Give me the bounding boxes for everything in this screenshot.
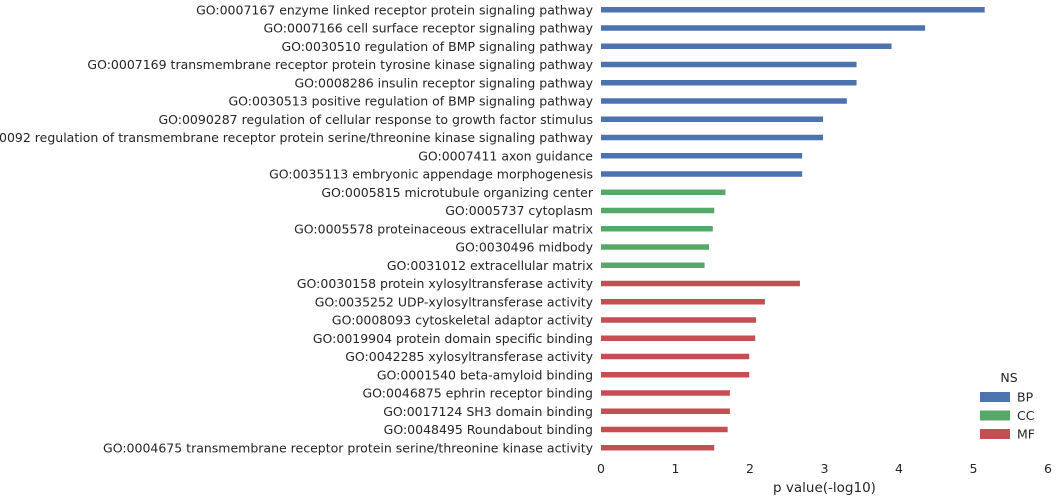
bar-8 [601, 134, 824, 141]
category-label-18: GO:0008093 cytoskeletal adaptor activity [332, 313, 594, 328]
category-label-15: GO:0031012 extracellular matrix [387, 258, 593, 273]
legend-label-cc: CC [1017, 408, 1035, 423]
bar-1 [601, 7, 985, 13]
bar-2 [601, 25, 926, 31]
category-label-13: GO:0005578 proteinaceous extracellular m… [294, 221, 593, 236]
bar-16 [601, 280, 800, 287]
category-label-4: GO:0007169 transmembrane receptor protei… [87, 57, 593, 72]
legend-swatch-mf [980, 429, 1010, 439]
bar-18 [601, 317, 756, 323]
bar-24 [601, 426, 728, 433]
x-tick-label-6: 6 [1044, 461, 1052, 476]
x-axis-label: p value(-log10) [773, 480, 876, 496]
category-label-7: GO:0090287 regulation of cellular respon… [158, 112, 593, 127]
bar-3 [601, 43, 892, 49]
category-label-21: GO:0001540 beta-amyloid binding [377, 367, 593, 382]
category-label-2: GO:0007166 cell surface receptor signali… [263, 21, 593, 36]
category-label-24: GO:0048495 Roundabout binding [384, 422, 593, 437]
category-label-23: GO:0017124 SH3 domain binding [383, 404, 593, 419]
bar-17 [601, 299, 765, 305]
bar-11 [601, 189, 726, 195]
x-tick-label-0: 0 [597, 461, 605, 476]
category-label-11: GO:0005815 microtubule organizing center [321, 185, 594, 200]
category-label-9: GO:0007411 axon guidance [418, 148, 593, 163]
category-label-10: GO:0035113 embryonic appendage morphogen… [269, 167, 593, 182]
bars-group [601, 7, 985, 451]
bar-7 [601, 116, 824, 122]
bar-14 [601, 244, 710, 250]
bar-15 [601, 262, 705, 268]
category-label-6: GO:0030513 positive regulation of BMP si… [229, 94, 594, 109]
legend-label-bp: BP [1017, 390, 1034, 405]
category-label-25: GO:0004675 transmembrane receptor protei… [103, 440, 594, 455]
bar-5 [601, 80, 857, 86]
bar-23 [601, 408, 730, 414]
x-tick-label-1: 1 [672, 461, 680, 476]
category-label-5: GO:0008286 insulin receptor signaling pa… [294, 75, 593, 90]
category-label-17: GO:0035252 UDP-xylosyltransferase activi… [315, 294, 594, 309]
category-label-12: GO:0005737 cytoplasm [445, 203, 593, 218]
legend-swatch-bp [980, 392, 1010, 402]
bar-10 [601, 171, 803, 177]
bar-9 [601, 153, 803, 159]
x-tick-label-2: 2 [746, 461, 754, 476]
bar-22 [601, 390, 730, 396]
category-label-20: GO:0042285 xylosyltransferase activity [345, 349, 593, 364]
category-label-1: GO:0007167 enzyme linked receptor protei… [196, 2, 594, 17]
category-labels-group: GO:0007167 enzyme linked receptor protei… [0, 2, 594, 455]
bar-25 [601, 445, 715, 451]
legend-title: NS [1000, 370, 1017, 385]
x-tick-label-4: 4 [895, 461, 903, 476]
bar-21 [601, 372, 750, 378]
bar-20 [601, 353, 750, 360]
bar-13 [601, 226, 713, 232]
category-label-22: GO:0046875 ephrin receptor binding [362, 386, 593, 401]
category-label-16: GO:0030158 protein xylosyltransferase ac… [297, 276, 594, 291]
category-label-3: GO:0030510 regulation of BMP signaling p… [282, 39, 594, 54]
category-label-19: GO:0019904 protein domain specific bindi… [313, 331, 593, 346]
bar-6 [601, 98, 847, 104]
category-label-8: GO:0090092 regulation of transmembrane r… [0, 130, 594, 145]
x-tick-labels-group: 0 1 2 3 4 5 6 [597, 461, 1052, 476]
bar-12 [601, 207, 715, 214]
legend-label-mf: MF [1017, 427, 1035, 442]
x-tick-label-5: 5 [970, 461, 978, 476]
category-label-14: GO:0030496 midbody [455, 240, 593, 255]
x-tick-label-3: 3 [821, 461, 829, 476]
bar-19 [601, 335, 756, 341]
legend-swatch-cc [980, 410, 1010, 421]
bar-4 [601, 61, 857, 68]
